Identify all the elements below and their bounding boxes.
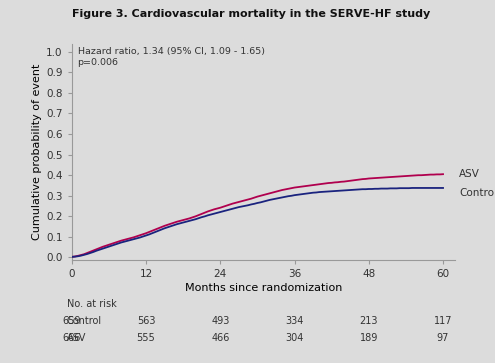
Text: Figure 3. Cardiovascular mortality in the SERVE-HF study: Figure 3. Cardiovascular mortality in th… bbox=[72, 9, 430, 19]
Text: ASV: ASV bbox=[459, 169, 480, 179]
Text: 466: 466 bbox=[211, 333, 230, 343]
Text: 666: 666 bbox=[62, 333, 81, 343]
Text: ASV: ASV bbox=[67, 333, 86, 343]
Text: 213: 213 bbox=[359, 316, 378, 326]
Text: 563: 563 bbox=[137, 316, 155, 326]
Text: No. at risk: No. at risk bbox=[67, 299, 117, 310]
Text: 97: 97 bbox=[437, 333, 449, 343]
Y-axis label: Cumulative probability of event: Cumulative probability of event bbox=[32, 64, 42, 240]
Text: Control: Control bbox=[67, 316, 102, 326]
Text: 304: 304 bbox=[285, 333, 304, 343]
Text: 493: 493 bbox=[211, 316, 230, 326]
Text: Control: Control bbox=[459, 188, 495, 198]
X-axis label: Months since randomization: Months since randomization bbox=[185, 283, 342, 293]
Text: 334: 334 bbox=[285, 316, 304, 326]
Text: Hazard ratio, 1.34 (95% CI, 1.09 - 1.65): Hazard ratio, 1.34 (95% CI, 1.09 - 1.65) bbox=[78, 47, 264, 56]
Text: 659: 659 bbox=[62, 316, 81, 326]
Text: 117: 117 bbox=[434, 316, 452, 326]
Text: 555: 555 bbox=[137, 333, 155, 343]
Text: p=0.006: p=0.006 bbox=[78, 58, 118, 66]
Text: 189: 189 bbox=[359, 333, 378, 343]
